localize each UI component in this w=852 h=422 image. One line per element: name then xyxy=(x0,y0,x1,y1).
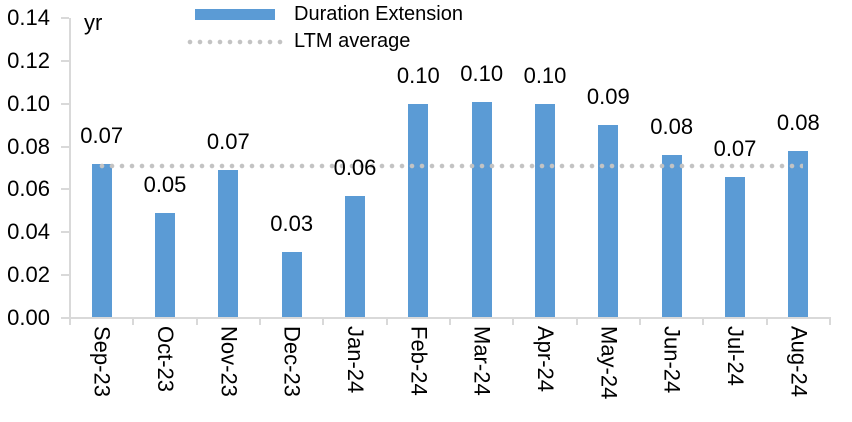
y-tick-label: 0.00 xyxy=(7,305,50,330)
x-tick xyxy=(385,318,388,325)
y-tick-label: 0.02 xyxy=(7,262,50,288)
bar xyxy=(788,150,809,317)
x-category-label: Jan-24 xyxy=(343,326,368,394)
bar-value-label: 0.09 xyxy=(586,84,630,110)
y-tick-label: 0.08 xyxy=(7,133,50,159)
x-tick xyxy=(132,318,135,325)
y-tick xyxy=(61,145,69,148)
y-tick xyxy=(61,188,69,191)
x-category-label: Jul-24 xyxy=(723,326,748,386)
ltm-average-line xyxy=(96,162,804,169)
y-tick-label: 0.04 xyxy=(7,219,50,245)
bar xyxy=(535,103,555,317)
x-tick xyxy=(449,318,451,325)
x-tick xyxy=(639,318,641,325)
y-tick xyxy=(61,102,69,105)
bar-value-label: 0.06 xyxy=(333,154,377,180)
bar-value-label: 0.08 xyxy=(776,109,820,135)
bar xyxy=(91,163,112,317)
bar xyxy=(661,155,682,317)
x-category-label: Oct-23 xyxy=(153,326,178,393)
y-tick-label: 0.06 xyxy=(7,176,50,202)
bar-value-label: 0.03 xyxy=(270,210,314,236)
x-tick xyxy=(69,318,71,325)
bar-value-label: 0.07 xyxy=(80,122,124,148)
x-tick xyxy=(259,318,261,325)
x-category-label: Mar-24 xyxy=(469,326,495,396)
bar xyxy=(408,103,429,317)
bar xyxy=(218,170,239,317)
bar-series-swatch-icon xyxy=(195,9,275,20)
y-tick xyxy=(61,317,69,319)
dotted-line-swatch-icon xyxy=(185,38,285,45)
x-category-label: Sep-23 xyxy=(89,326,115,397)
bar xyxy=(281,251,302,317)
y-tick xyxy=(61,17,69,19)
bar xyxy=(345,195,365,317)
x-category-label: Aug-24 xyxy=(786,326,812,397)
legend-item-ltm-average: LTM average xyxy=(185,28,665,55)
x-category-label: Nov-23 xyxy=(216,326,242,397)
x-category-label: Apr-24 xyxy=(533,326,558,393)
bar xyxy=(155,213,175,317)
legend-line-swatch-holder xyxy=(185,38,285,45)
x-tick xyxy=(575,318,578,325)
bar-value-label: 0.08 xyxy=(650,114,694,140)
bar xyxy=(471,101,492,317)
x-category-label: Feb-24 xyxy=(406,326,432,396)
x-tick xyxy=(765,318,768,325)
bar-value-label: 0.10 xyxy=(523,62,567,88)
legend-label-duration-extension: Duration Extension xyxy=(294,3,463,25)
bar-value-label: 0.10 xyxy=(460,60,504,86)
legend-item-duration-extension: Duration Extension xyxy=(185,1,665,28)
bar xyxy=(598,125,619,317)
y-tick xyxy=(61,59,69,62)
y-tick-label: 0.10 xyxy=(7,90,50,116)
x-tick xyxy=(322,318,325,325)
bar-value-label: 0.05 xyxy=(143,172,187,197)
y-tick-label: 0.14 xyxy=(7,5,50,30)
legend: Duration Extension LTM average xyxy=(185,1,665,55)
bar-value-label: 0.10 xyxy=(396,62,440,88)
x-tick xyxy=(829,318,831,325)
x-category-label: Dec-23 xyxy=(279,326,305,397)
y-axis-unit-label: yr xyxy=(84,10,103,35)
x-category-label: Jun-24 xyxy=(659,326,685,394)
legend-bar-swatch-holder xyxy=(185,9,285,20)
bar-value-label: 0.07 xyxy=(206,129,250,155)
x-category-label: May-24 xyxy=(596,326,622,400)
y-tick-label: 0.12 xyxy=(7,47,50,73)
y-tick xyxy=(61,231,69,234)
x-tick xyxy=(702,318,705,325)
x-tick xyxy=(512,318,515,325)
legend-label-ltm-average: LTM average xyxy=(294,30,411,52)
y-tick xyxy=(61,274,69,277)
y-axis-line xyxy=(69,18,71,318)
bar-value-label: 0.07 xyxy=(713,135,757,161)
bar xyxy=(725,176,745,317)
x-tick xyxy=(195,318,198,325)
